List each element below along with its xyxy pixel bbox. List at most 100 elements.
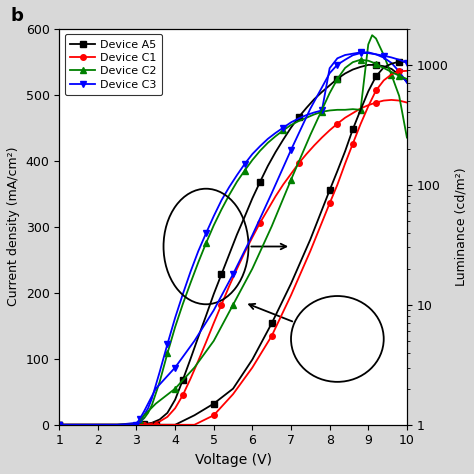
- Device C3: [145, 405, 151, 411]
- Device C3: [296, 116, 301, 121]
- Device C2: [195, 259, 201, 265]
- Device A5: [134, 422, 139, 428]
- Device C1: [134, 422, 139, 428]
- Device C1: [172, 405, 178, 411]
- Device C3: [227, 184, 232, 190]
- Device A5: [227, 252, 232, 257]
- Device A5: [358, 64, 364, 70]
- Device C3: [304, 112, 310, 118]
- Device C2: [234, 179, 240, 185]
- Device C2: [164, 351, 170, 356]
- Device C2: [95, 422, 100, 428]
- Device A5: [311, 96, 317, 102]
- Device C2: [381, 52, 387, 58]
- Y-axis label: Current density (mA/cm²): Current density (mA/cm²): [7, 147, 20, 306]
- Device C1: [342, 115, 348, 120]
- Device C3: [249, 151, 255, 157]
- Device C2: [389, 72, 394, 78]
- Device C1: [141, 422, 147, 428]
- Device C2: [265, 140, 271, 146]
- Device C2: [319, 109, 325, 115]
- Device C2: [396, 93, 402, 99]
- Device C3: [273, 130, 278, 136]
- Device C3: [157, 369, 163, 375]
- Device A5: [114, 422, 120, 428]
- Device C2: [227, 192, 232, 198]
- Device A5: [281, 137, 286, 142]
- Device A5: [249, 195, 255, 201]
- Device A5: [350, 67, 356, 73]
- Device C2: [296, 118, 301, 124]
- Device C3: [365, 49, 371, 55]
- Device C2: [157, 379, 163, 385]
- Device A5: [365, 62, 371, 68]
- Device C1: [56, 422, 62, 428]
- Device C1: [76, 422, 82, 428]
- Device A5: [273, 149, 278, 155]
- Device C3: [234, 173, 240, 178]
- Device A5: [396, 72, 402, 78]
- Device C1: [288, 171, 294, 177]
- Device C2: [342, 107, 348, 113]
- Device C2: [257, 148, 263, 154]
- Device A5: [242, 214, 247, 219]
- Line: Device C2: Device C2: [56, 32, 410, 428]
- Device C3: [281, 125, 286, 130]
- Device A5: [404, 79, 410, 84]
- Device C3: [56, 422, 62, 428]
- Device C2: [249, 157, 255, 163]
- Device C3: [172, 315, 178, 320]
- Device A5: [265, 163, 271, 169]
- Device A5: [219, 272, 224, 277]
- Device C3: [358, 49, 364, 55]
- Device C1: [389, 97, 394, 103]
- Device C2: [281, 128, 286, 133]
- Device A5: [157, 417, 163, 422]
- Text: b: b: [10, 7, 23, 25]
- Device C3: [327, 65, 332, 71]
- Device C1: [234, 266, 240, 272]
- Device C3: [319, 108, 325, 113]
- Device A5: [203, 313, 209, 319]
- Device C2: [172, 324, 178, 330]
- Device C1: [358, 106, 364, 111]
- Device C3: [219, 198, 224, 203]
- Device C3: [188, 269, 193, 274]
- Device C3: [335, 55, 340, 61]
- Device C1: [319, 135, 325, 140]
- Device C2: [188, 280, 193, 286]
- Device C3: [288, 119, 294, 125]
- Device C3: [114, 422, 120, 428]
- Device A5: [257, 179, 263, 185]
- Device C1: [227, 283, 232, 289]
- Device A5: [188, 356, 193, 362]
- Device A5: [76, 422, 82, 428]
- Device C1: [365, 102, 371, 108]
- Device C3: [404, 80, 410, 86]
- Y-axis label: Luminance (cd/m²): Luminance (cd/m²): [454, 167, 467, 286]
- Line: Device A5: Device A5: [56, 62, 410, 428]
- Device C1: [265, 207, 271, 212]
- Device A5: [389, 66, 394, 72]
- Device C2: [304, 115, 310, 120]
- Device C3: [389, 60, 394, 66]
- Device C3: [137, 417, 143, 422]
- Device C3: [311, 109, 317, 115]
- Device A5: [195, 334, 201, 340]
- Device C1: [242, 250, 247, 255]
- Legend: Device A5, Device C1, Device C2, Device C3: Device A5, Device C1, Device C2, Device …: [65, 34, 163, 95]
- Device A5: [95, 422, 100, 428]
- Device A5: [211, 291, 217, 297]
- Device C2: [180, 301, 186, 307]
- Device C2: [350, 106, 356, 112]
- Device C1: [164, 414, 170, 419]
- Device C3: [76, 422, 82, 428]
- Device C3: [134, 420, 139, 426]
- Device C2: [56, 422, 62, 428]
- Device A5: [56, 422, 62, 428]
- Device C1: [273, 193, 278, 199]
- Device C1: [188, 376, 193, 382]
- Device A5: [381, 64, 387, 69]
- Device A5: [319, 89, 325, 95]
- Device C3: [342, 52, 348, 58]
